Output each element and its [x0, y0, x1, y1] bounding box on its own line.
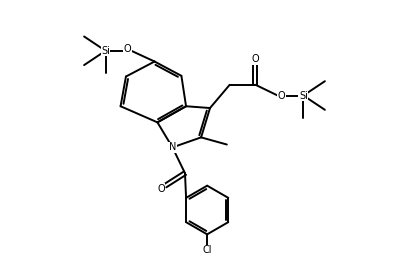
Text: Cl: Cl [202, 245, 212, 255]
Text: O: O [157, 184, 165, 194]
Text: O: O [277, 91, 285, 101]
Text: Si: Si [101, 46, 110, 56]
Text: O: O [124, 44, 132, 54]
Text: N: N [169, 142, 176, 152]
Text: Si: Si [299, 91, 308, 101]
Text: O: O [252, 54, 259, 64]
